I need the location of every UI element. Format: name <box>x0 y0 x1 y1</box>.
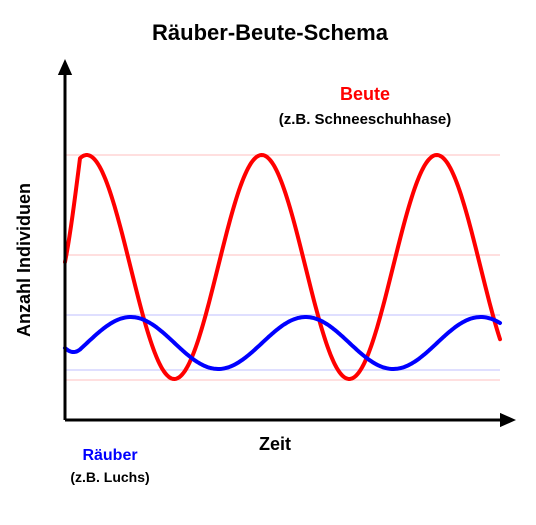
prey-label: Beute <box>340 84 390 104</box>
prey-sublabel: (z.B. Schneeschuhhase) <box>279 111 452 128</box>
x-axis-label: Zeit <box>259 434 291 454</box>
y-axis-label: Anzahl Individuen <box>14 183 34 337</box>
predator-label: Räuber <box>82 447 137 464</box>
predator-sublabel: (z.B. Luchs) <box>70 469 149 485</box>
chart-title: Räuber-Beute-Schema <box>152 20 389 45</box>
predator-prey-chart: Räuber-Beute-Schema Zeit Anzahl Individuen… <box>0 0 536 525</box>
